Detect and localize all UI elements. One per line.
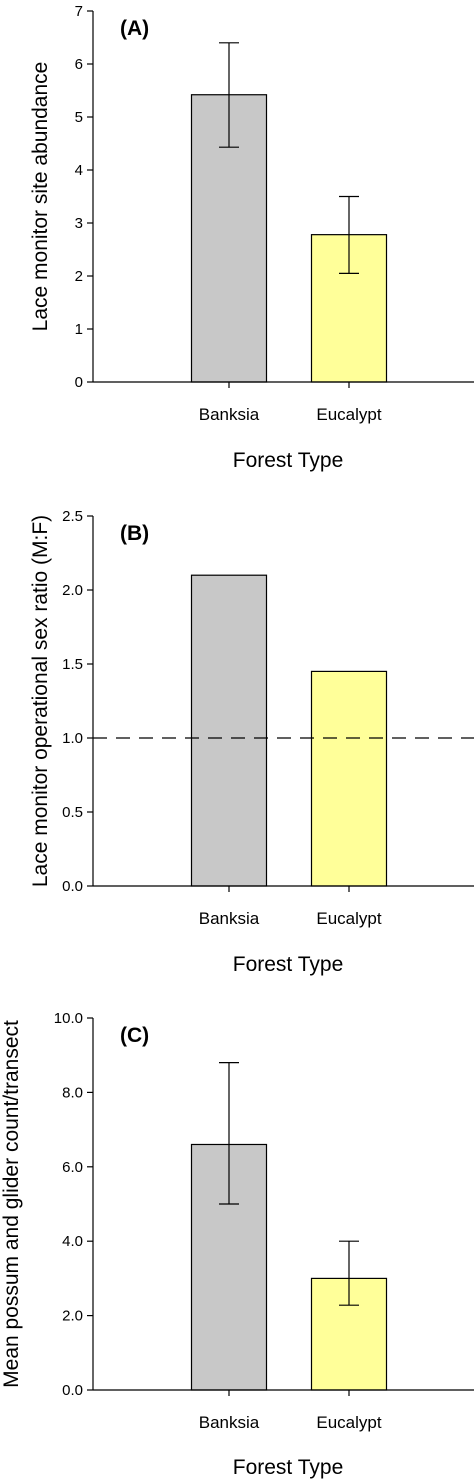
y-tick-label: 0.5	[62, 804, 83, 821]
y-tick-label: 0	[75, 374, 83, 391]
y-tick-label: 7	[75, 3, 83, 20]
x-tick-label-eucalypt: Eucalypt	[316, 405, 381, 424]
y-tick-label: 0.0	[62, 1382, 83, 1399]
x-tick-label-banksia: Banksia	[199, 1413, 260, 1432]
y-tick-label: 1.0	[62, 730, 83, 747]
panel-label: (A)	[120, 17, 149, 40]
y-tick-label: 1	[75, 321, 83, 338]
y-tick-label: 2	[75, 268, 83, 285]
panel-label: (B)	[120, 522, 149, 545]
y-axis-title: Lace monitor operational sex ratio (M:F)	[29, 515, 52, 887]
y-tick-label: 6	[75, 56, 83, 73]
y-axis-title: Mean possum and glider count/transect	[0, 1020, 23, 1388]
y-axis-title: Lace monitor site abundance	[29, 62, 52, 332]
y-tick-label: 3	[75, 215, 83, 232]
y-tick-label: 4	[75, 162, 83, 179]
y-tick-label: 2.0	[62, 582, 83, 599]
y-tick-label: 1.5	[62, 656, 83, 673]
y-tick-label: 6.0	[62, 1159, 83, 1176]
x-axis-title: Forest Type	[233, 953, 344, 976]
bar-eucalypt	[310, 670, 388, 887]
y-tick-label: 2.5	[62, 508, 83, 525]
x-axis-title: Forest Type	[233, 449, 344, 472]
panel-label: (C)	[120, 1024, 149, 1047]
bar-banksia	[190, 574, 268, 887]
x-tick-label-banksia: Banksia	[199, 405, 260, 424]
y-tick-label: 5	[75, 109, 83, 126]
y-tick-label: 0.0	[62, 878, 83, 895]
y-tick-label: 8.0	[62, 1084, 83, 1101]
x-tick-label-banksia: Banksia	[199, 909, 260, 928]
y-tick-label: 2.0	[62, 1308, 83, 1325]
y-tick-label: 4.0	[62, 1233, 83, 1250]
y-tick-label: 10.0	[54, 1010, 83, 1027]
x-tick-label-eucalypt: Eucalypt	[316, 1413, 381, 1432]
x-tick-label-eucalypt: Eucalypt	[316, 909, 381, 928]
x-axis-title: Forest Type	[233, 1456, 344, 1479]
